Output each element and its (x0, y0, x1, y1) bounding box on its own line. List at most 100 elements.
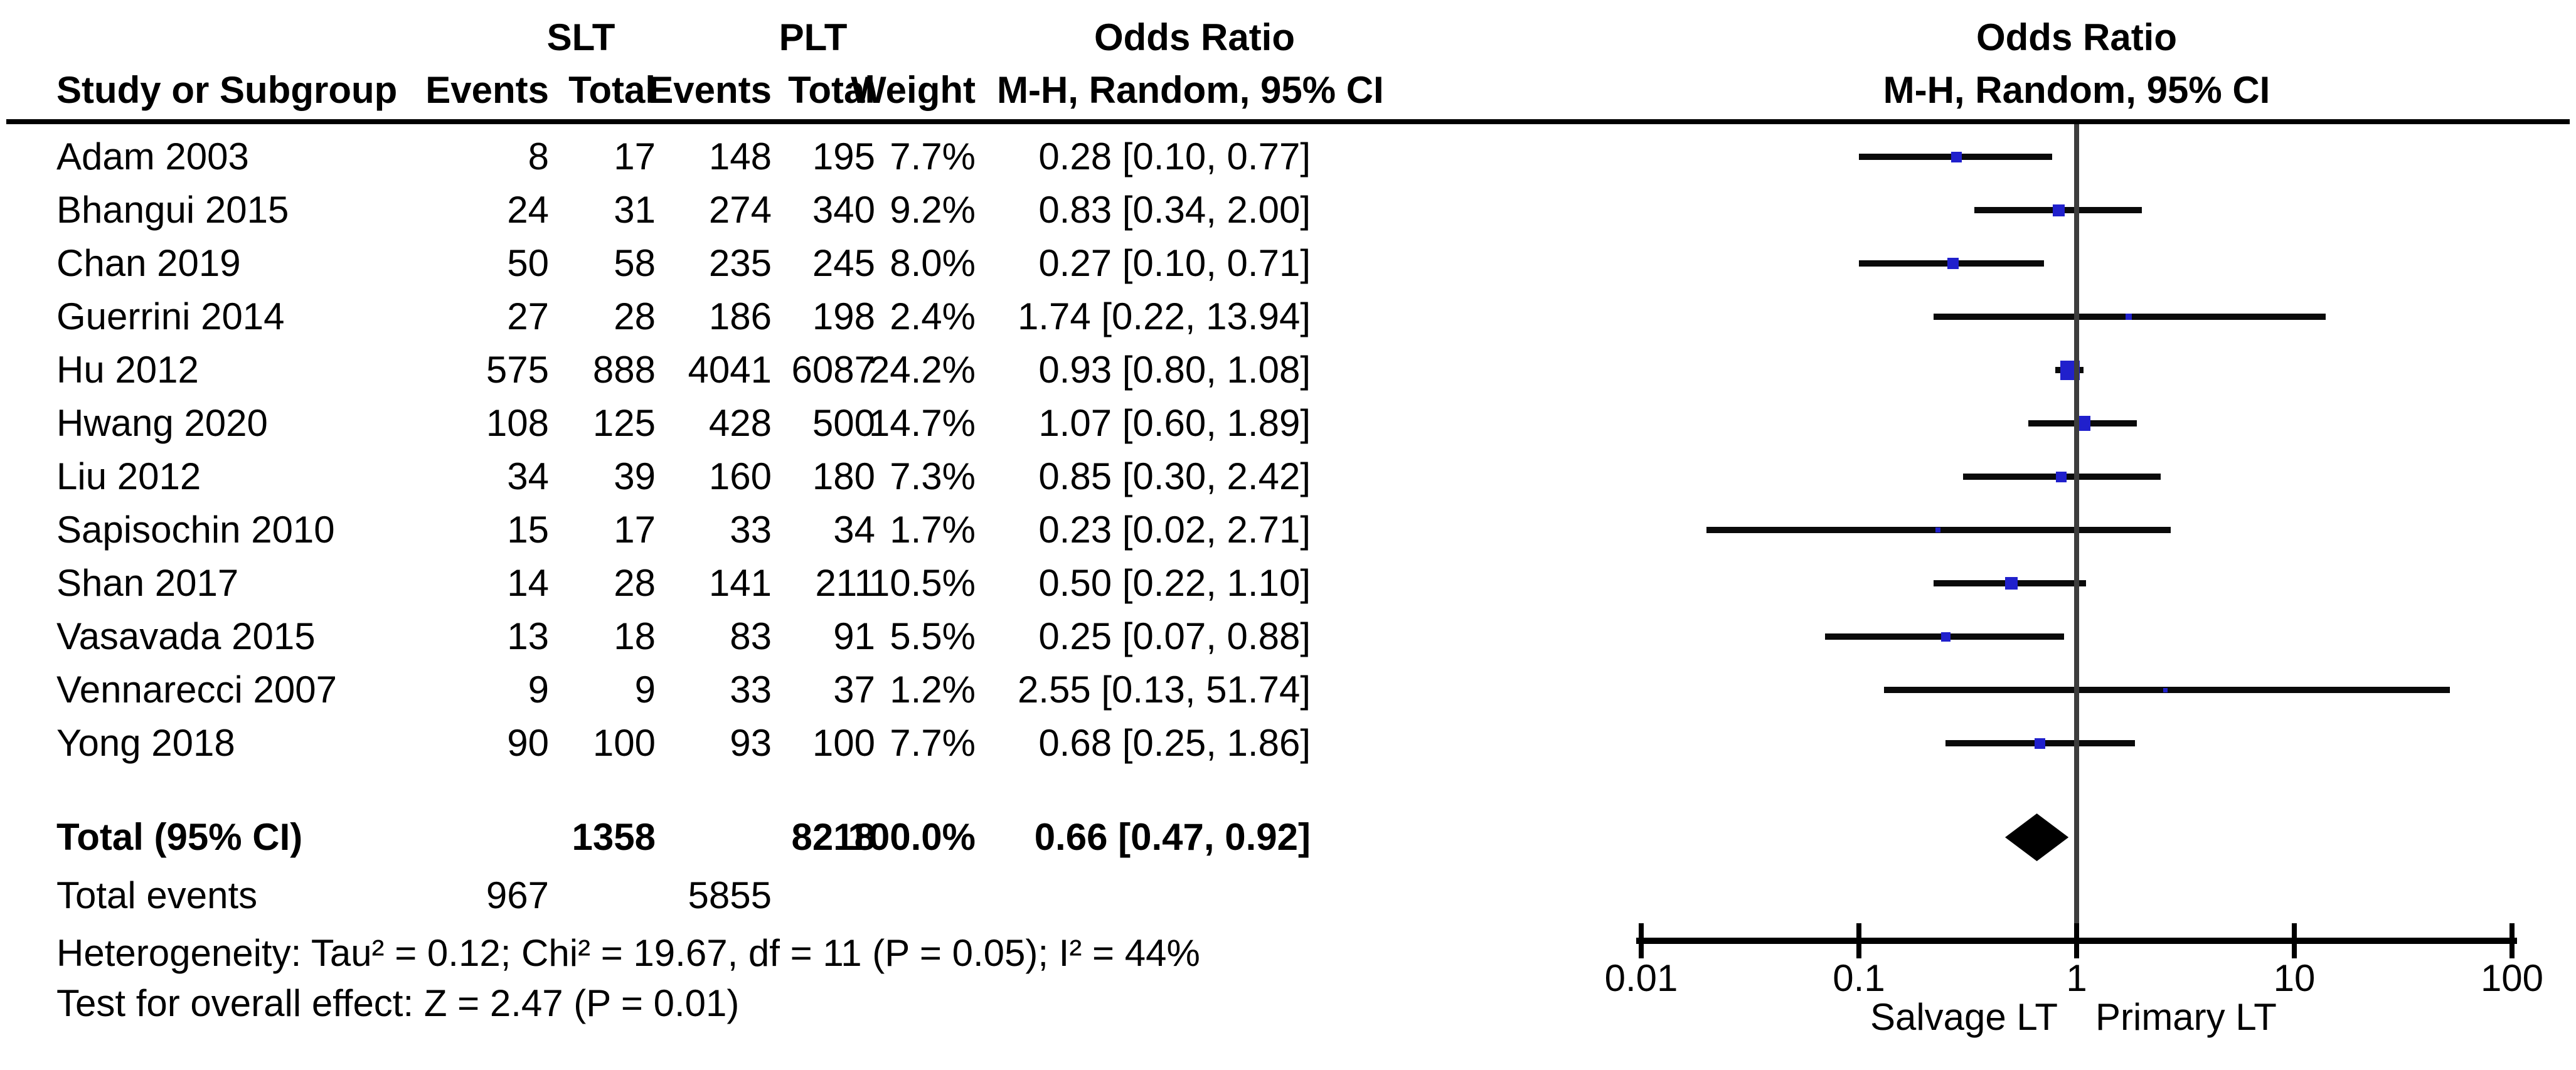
slt-events-value: 8 (528, 135, 549, 177)
plt-events-value: 141 (708, 562, 772, 604)
weight-value: 24.2% (868, 349, 976, 391)
plt-total-value: 37 (833, 669, 875, 711)
overall-effect-text: Test for overall effect: Z = 2.47 (P = 0… (56, 982, 740, 1024)
slt-total-header: Total (568, 69, 656, 111)
or-ci-value: 0.50 [0.22, 1.10] (1038, 562, 1311, 604)
effect-square-marker (1951, 152, 1962, 162)
or-ci-value: 0.23 [0.02, 2.71] (1038, 509, 1311, 551)
weight-value: 1.2% (890, 669, 976, 711)
or-ci-value: 0.25 [0.07, 0.88] (1038, 615, 1311, 657)
x-axis-tick-label: 0.01 (1604, 957, 1678, 999)
study-name: Vasavada 2015 (56, 615, 316, 657)
plot-title: Odds Ratio (1976, 16, 2177, 58)
plt-events-value: 160 (708, 455, 772, 497)
slt-total-value: 100 (592, 722, 656, 764)
or-ci-value: 0.93 [0.80, 1.08] (1038, 349, 1311, 391)
heterogeneity-text: Heterogeneity: Tau² = 0.12; Chi² = 19.67… (56, 932, 1200, 974)
plt-total-value: 245 (812, 242, 875, 284)
plt-total-value: 91 (833, 615, 875, 657)
study-name: Shan 2017 (56, 562, 239, 604)
slt-events-value: 27 (507, 295, 549, 337)
study-name: Hu 2012 (56, 349, 199, 391)
axis-label-right: Primary LT (2095, 996, 2277, 1038)
or-ci-value: 2.55 [0.13, 51.74] (1017, 669, 1311, 711)
total-events-slt: 967 (486, 874, 549, 916)
study-name: Chan 2019 (56, 242, 241, 284)
plt-events-value: 93 (730, 722, 772, 764)
or-ci-value: 0.68 [0.25, 1.86] (1038, 722, 1311, 764)
effect-square-marker (2163, 688, 2168, 692)
plt-events-value: 428 (708, 402, 772, 444)
slt-total-value: 18 (614, 615, 656, 657)
pooled-diamond (2005, 813, 2068, 861)
study-column-header: Study or Subgroup (56, 69, 398, 111)
weight-value: 7.7% (890, 135, 976, 177)
slt-events-value: 108 (486, 402, 549, 444)
plt-total-value: 340 (812, 189, 875, 231)
weight-value: 1.7% (890, 509, 976, 551)
header-rule (6, 119, 2570, 124)
weight-value: 10.5% (868, 562, 976, 604)
plt-total-value: 198 (812, 295, 875, 337)
plt-events-header: Events (648, 69, 772, 111)
axis-label-left: Salvage LT (1870, 996, 2058, 1038)
slt-total-value: 125 (592, 402, 656, 444)
total-weight: 100.0% (848, 816, 976, 858)
study-name: Guerrini 2014 (56, 295, 285, 337)
weight-value: 7.7% (890, 722, 976, 764)
slt-total-value: 31 (614, 189, 656, 231)
x-axis-tick-label: 1 (2066, 957, 2087, 999)
plt-events-value: 83 (730, 615, 772, 657)
weight-value: 2.4% (890, 295, 976, 337)
plt-events-value: 186 (708, 295, 772, 337)
x-axis-tick (1856, 923, 1861, 958)
slt-events-header: Events (425, 69, 549, 111)
slt-events-value: 90 (507, 722, 549, 764)
plt-events-value: 4041 (688, 349, 772, 391)
slt-total-value: 28 (614, 295, 656, 337)
study-name: Vennarecci 2007 (56, 669, 338, 711)
null-effect-line (2074, 124, 2079, 941)
plot-subtitle: M-H, Random, 95% CI (1883, 69, 2270, 111)
weight-value: 8.0% (890, 242, 976, 284)
slt-events-value: 9 (528, 669, 549, 711)
plt-total-value: 211 (815, 562, 875, 604)
effect-square-marker (2053, 204, 2065, 216)
study-name: Hwang 2020 (56, 402, 268, 444)
total-plt-total: 8218 (791, 816, 875, 858)
effect-square-marker (1941, 632, 1951, 642)
total-slt-total: 1358 (572, 816, 656, 858)
slt-events-value: 50 (507, 242, 549, 284)
slt-events-value: 14 (507, 562, 549, 604)
study-name: Liu 2012 (56, 455, 201, 497)
plt-events-value: 148 (708, 135, 772, 177)
group2-header: PLT (779, 16, 848, 58)
x-axis-tick-label: 0.1 (1833, 957, 1885, 999)
effect-square-marker (2056, 472, 2067, 482)
or-ci-value: 1.07 [0.60, 1.89] (1038, 402, 1311, 444)
or-ci-value: 0.83 [0.34, 2.00] (1038, 189, 1311, 231)
x-axis-tick-label: 100 (2480, 957, 2544, 999)
study-name: Adam 2003 (56, 135, 249, 177)
weight-value: 14.7% (868, 402, 976, 444)
or-ci-value: 0.28 [0.10, 0.77] (1038, 135, 1311, 177)
plt-total-value: 500 (812, 402, 875, 444)
plt-total-value: 195 (812, 135, 875, 177)
or-column-subtitle: M-H, Random, 95% CI (997, 69, 1384, 111)
slt-events-value: 13 (507, 615, 549, 657)
slt-total-value: 39 (614, 455, 656, 497)
slt-events-value: 15 (507, 509, 549, 551)
x-axis-tick (2074, 923, 2079, 958)
plt-events-value: 235 (708, 242, 772, 284)
weight-value: 7.3% (890, 455, 976, 497)
or-ci-value: 0.27 [0.10, 0.71] (1038, 242, 1311, 284)
slt-total-value: 17 (614, 135, 656, 177)
plt-events-value: 33 (730, 669, 772, 711)
slt-total-value: 17 (614, 509, 656, 551)
slt-total-value: 888 (592, 349, 656, 391)
plt-total-value: 34 (833, 509, 875, 551)
plt-events-value: 33 (730, 509, 772, 551)
or-column-title: Odds Ratio (1094, 16, 1295, 58)
effect-square-marker (1947, 258, 1959, 269)
